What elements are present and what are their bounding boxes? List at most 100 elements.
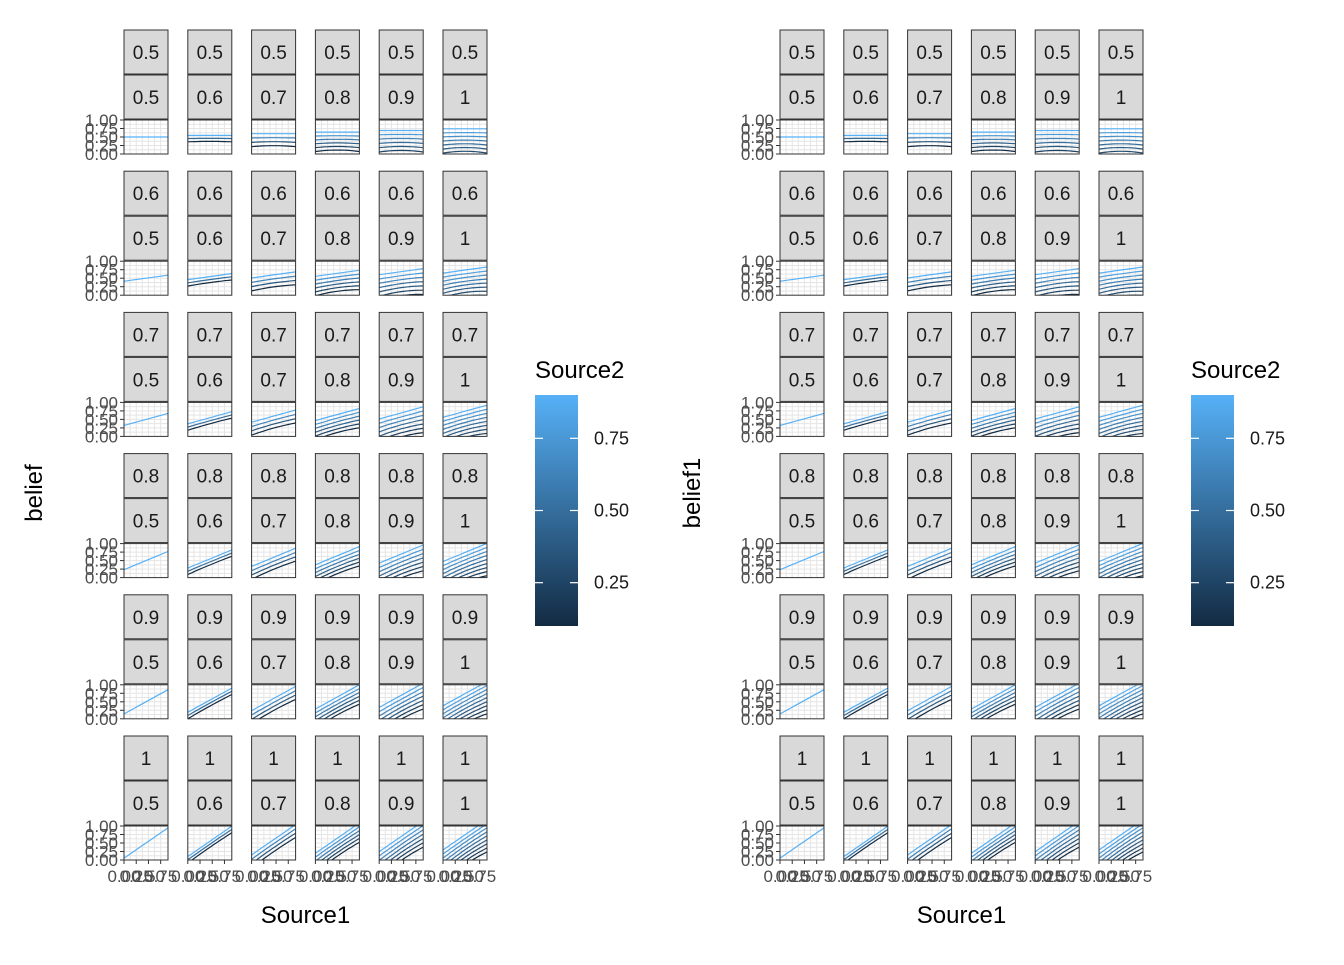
facet-panel: 0.50.7 bbox=[252, 30, 296, 154]
facet-strip-row-label: 0.6 bbox=[1044, 184, 1070, 205]
facet-strip-row-label: 0.8 bbox=[1108, 467, 1134, 488]
facet-panel: 0.60.8 bbox=[315, 171, 359, 296]
y-tick-label: 1.00 bbox=[85, 535, 118, 554]
facet-strip-col-label: 1 bbox=[1116, 512, 1127, 533]
legend-title: Source2 bbox=[1191, 357, 1280, 384]
facet-panel: 0.91 bbox=[1099, 595, 1143, 738]
facet-strip-row-label: 0.9 bbox=[133, 608, 159, 629]
facet-panel: 0.71 bbox=[443, 312, 487, 449]
facet-panel: 0.90.7 bbox=[252, 595, 296, 724]
facet-strip-row-label: 0.6 bbox=[388, 184, 414, 205]
y-tick-label: 1.00 bbox=[741, 393, 774, 412]
y-tick-label: 1.00 bbox=[741, 676, 774, 695]
facet-panel: 0.60.7 bbox=[252, 171, 296, 295]
facet-strip-col-label: 1 bbox=[1116, 229, 1127, 250]
facet-strip-col-label: 1 bbox=[1116, 794, 1127, 815]
facet-strip-row-label: 0.9 bbox=[980, 608, 1006, 629]
series-line bbox=[1035, 154, 1079, 156]
facet-panel: 0.80.7 bbox=[908, 454, 952, 580]
facet-strip-row-label: 0.8 bbox=[789, 467, 815, 488]
facet-strip-col-label: 0.8 bbox=[980, 229, 1006, 250]
facet-strip-col-label: 0.5 bbox=[133, 229, 159, 250]
facet-strip-col-label: 0.5 bbox=[789, 229, 815, 250]
facet-strip-row-label: 0.7 bbox=[980, 325, 1006, 346]
facet-panel: 0.90.50.000.250.500.751.00 bbox=[741, 595, 824, 729]
facet-panel: 0.80.8 bbox=[971, 454, 1015, 585]
y-tick-label: 1.00 bbox=[85, 393, 118, 412]
facet-strip-col-label: 0.5 bbox=[789, 512, 815, 533]
facet-strip-col-label: 0.9 bbox=[1044, 370, 1070, 391]
facet-strip-col-label: 0.8 bbox=[980, 88, 1006, 109]
facet-strip-row-label: 0.7 bbox=[916, 325, 942, 346]
series-line bbox=[443, 576, 487, 594]
facet-panel: 0.60.50.000.250.500.751.00 bbox=[85, 171, 168, 305]
facet-strip-col-label: 0.6 bbox=[197, 370, 223, 391]
series-line bbox=[908, 142, 952, 143]
facet-strip-col-label: 1 bbox=[1116, 88, 1127, 109]
facet-strip-row-label: 0.6 bbox=[452, 184, 478, 205]
facet-strip-row-label: 0.5 bbox=[916, 43, 942, 64]
facet-strip-col-label: 1 bbox=[460, 370, 471, 391]
facet-strip-col-label: 0.8 bbox=[980, 370, 1006, 391]
facet-strip-row-label: 0.7 bbox=[260, 325, 286, 346]
facet-panel: 0.70.8 bbox=[315, 312, 359, 440]
facet-strip-row-label: 0.7 bbox=[789, 325, 815, 346]
facet-panel: 0.91 bbox=[443, 595, 487, 738]
facet-strip-col-label: 0.5 bbox=[133, 370, 159, 391]
facet-panel: 0.50.6 bbox=[188, 30, 232, 154]
facet-panel: 0.50.8 bbox=[315, 30, 359, 154]
series-line bbox=[1099, 438, 1143, 450]
facet-strip-col-label: 0.5 bbox=[789, 88, 815, 109]
facet-strip-col-label: 0.7 bbox=[260, 794, 286, 815]
facet-panel: 0.90.9 bbox=[1035, 595, 1079, 734]
y-axis-title: belief1 bbox=[679, 458, 706, 529]
legend-title: Source2 bbox=[535, 357, 624, 384]
facet-strip-col-label: 0.7 bbox=[916, 512, 942, 533]
colorbar-label: 0.25 bbox=[1250, 573, 1285, 593]
facet-panel: 10.60.000.250.500.75 bbox=[171, 736, 241, 886]
facet-panel: 10.90.000.250.500.75 bbox=[363, 736, 433, 886]
facet-strip-row-label: 0.9 bbox=[388, 608, 414, 629]
facet-strip-col-label: 0.9 bbox=[1044, 88, 1070, 109]
facet-panel: 110.000.250.500.75 bbox=[1082, 736, 1152, 886]
y-tick-label: 1.00 bbox=[741, 111, 774, 130]
facet-strip-col-label: 0.6 bbox=[197, 653, 223, 674]
facet-strip-row-label: 0.5 bbox=[388, 43, 414, 64]
y-tick-label: 1.00 bbox=[85, 817, 118, 836]
facet-panel: 0.60.50.000.250.500.751.00 bbox=[741, 171, 824, 305]
facet-strip-col-label: 0.9 bbox=[1044, 229, 1070, 250]
facet-strip-col-label: 0.8 bbox=[324, 88, 350, 109]
facet-strip-row-label: 0.6 bbox=[324, 184, 350, 205]
facet-panel: 0.90.8 bbox=[971, 595, 1015, 729]
facet-strip-col-label: 0.7 bbox=[260, 370, 286, 391]
facet-strip-col-label: 0.5 bbox=[133, 88, 159, 109]
x-axis-title: Source1 bbox=[261, 902, 350, 929]
facet-strip-row-label: 0.8 bbox=[324, 467, 350, 488]
colorbar-label: 0.25 bbox=[594, 573, 629, 593]
facet-panel: 0.80.6 bbox=[188, 454, 232, 578]
facet-strip-row-label: 1 bbox=[797, 749, 808, 770]
facet-panel: 0.50.9 bbox=[1035, 30, 1079, 156]
facet-panel: 0.90.50.000.250.500.751.00 bbox=[85, 595, 168, 729]
facet-panel: 0.70.50.000.250.500.751.00 bbox=[741, 312, 824, 446]
facet-strip-col-label: 0.8 bbox=[324, 794, 350, 815]
series-line bbox=[252, 142, 296, 143]
facet-strip-row-label: 1 bbox=[396, 749, 407, 770]
series-line bbox=[379, 154, 423, 156]
facet-panel: 10.70.000.250.500.75 bbox=[891, 736, 961, 886]
facet-strip-col-label: 0.9 bbox=[388, 229, 414, 250]
facet-strip-col-label: 0.7 bbox=[916, 653, 942, 674]
facet-strip-col-label: 0.8 bbox=[980, 794, 1006, 815]
series-line bbox=[443, 299, 487, 305]
facet-panel: 10.90.000.250.500.75 bbox=[1019, 736, 1089, 886]
facet-strip-col-label: 1 bbox=[460, 229, 471, 250]
facet-strip-col-label: 1 bbox=[460, 512, 471, 533]
facet-strip-row-label: 0.7 bbox=[133, 325, 159, 346]
facet-strip-row-label: 0.5 bbox=[853, 43, 879, 64]
facet-strip-row-label: 0.9 bbox=[916, 608, 942, 629]
facet-strip-col-label: 0.7 bbox=[260, 512, 286, 533]
facet-strip-col-label: 0.7 bbox=[260, 88, 286, 109]
facet-strip-col-label: 1 bbox=[1116, 653, 1127, 674]
